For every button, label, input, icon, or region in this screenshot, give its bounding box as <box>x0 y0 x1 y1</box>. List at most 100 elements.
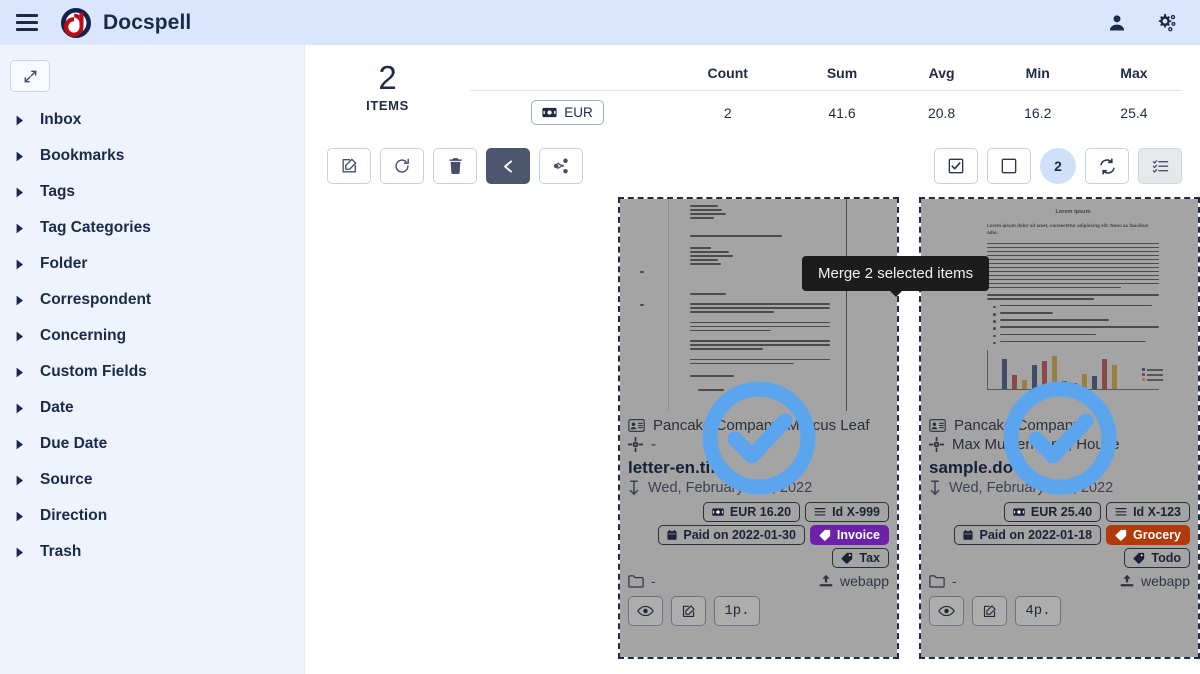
badge-row: Paid on 2022-01-18 Grocery <box>929 525 1190 545</box>
address-card-icon <box>628 418 645 433</box>
item-badge-label: EUR 25.40 <box>1030 505 1093 519</box>
item-badge[interactable]: Paid on 2022-01-30 <box>658 525 805 545</box>
stats-col-count: Count <box>665 61 791 91</box>
sidebar-item-source[interactable]: Source <box>0 462 304 498</box>
tooltip-arrow <box>888 290 903 297</box>
correspondent-row: Pancake Company, Marcus Leaf <box>628 417 889 434</box>
item-badge[interactable]: Todo <box>1124 548 1190 568</box>
item-stats: 2 ITEMS Count Sum Avg Min Max <box>305 45 1200 134</box>
main-content: 2 ITEMS Count Sum Avg Min Max <box>305 45 1200 674</box>
merge-button[interactable] <box>486 148 530 184</box>
select-none-button[interactable] <box>987 148 1031 184</box>
item-badge-label: EUR 16.20 <box>729 505 792 519</box>
brand[interactable]: Docspell <box>60 7 191 39</box>
chevron-right-icon <box>12 115 28 126</box>
page-count[interactable]: 4p. <box>1015 596 1061 626</box>
sidebar-item-direction[interactable]: Direction <box>0 498 304 534</box>
correspondent-row: Pancake Company <box>929 417 1190 434</box>
sidebar-item-trash[interactable]: Trash <box>0 534 304 570</box>
badge-row: Tax <box>628 548 889 568</box>
card-body: Pancake Company Max Mustermann, House sa… <box>921 411 1198 657</box>
item-toolbar: 2 <box>305 140 1200 184</box>
sidebar-item-folder[interactable]: Folder <box>0 246 304 282</box>
docspell-logo <box>60 7 92 39</box>
reprocess-button[interactable] <box>380 148 424 184</box>
selected-count-badge[interactable]: 2 <box>1040 148 1076 184</box>
item-badge[interactable]: Tax <box>832 548 889 568</box>
folder-label: - <box>651 573 656 589</box>
refresh-button[interactable] <box>1085 148 1129 184</box>
folder-label: - <box>952 573 957 589</box>
source-info: webapp <box>1120 573 1190 589</box>
chevron-right-icon <box>12 439 28 450</box>
sidebar-item-bookmarks[interactable]: Bookmarks <box>0 138 304 174</box>
chevron-right-icon <box>12 223 28 234</box>
sidebar-item-label: Date <box>40 399 74 416</box>
sidebar: Inbox Bookmarks Tags Tag Categories Fold… <box>0 45 305 674</box>
sidebar-item-label: Direction <box>40 507 108 524</box>
item-badge[interactable]: Paid on 2022-01-18 <box>954 525 1102 545</box>
sidebar-item-label: Folder <box>40 255 88 272</box>
preview-button[interactable] <box>628 596 663 626</box>
stats-value-max: 25.4 <box>1120 104 1148 121</box>
stats-currency-header <box>470 61 665 91</box>
preview-button[interactable] <box>929 596 964 626</box>
card-title[interactable]: letter-en.tiff <box>628 458 722 477</box>
sidebar-item-custom-fields[interactable]: Custom Fields <box>0 354 304 390</box>
share-button[interactable] <box>539 148 583 184</box>
sidebar-item-due-date[interactable]: Due Date <box>0 426 304 462</box>
calendar-icon <box>963 529 974 541</box>
card-date-label: Wed, February 2nd, 2022 <box>648 480 813 496</box>
list-view-button[interactable] <box>1138 148 1182 184</box>
sidebar-item-concerning[interactable]: Concerning <box>0 318 304 354</box>
user-icon[interactable] <box>1106 12 1128 34</box>
item-badge-label: Paid on 2022-01-18 <box>979 528 1093 542</box>
item-badge-label: Grocery <box>1133 528 1181 542</box>
hamburger-icon[interactable] <box>16 14 38 31</box>
sidebar-item-label: Trash <box>40 543 82 560</box>
item-badge[interactable]: Id X-999 <box>805 502 889 522</box>
table-row: EUR 2 41.6 20.8 16.2 25.4 <box>470 91 1182 135</box>
concerning-label: - <box>651 436 656 453</box>
chevron-right-icon <box>12 151 28 162</box>
edit-item-button[interactable] <box>671 596 706 626</box>
sidebar-collapse-button[interactable] <box>10 60 50 92</box>
item-badge[interactable]: Invoice <box>809 525 889 545</box>
stats-currency-cell: EUR <box>470 91 665 135</box>
chevron-right-icon <box>12 475 28 486</box>
delete-button[interactable] <box>433 148 477 184</box>
document-preview[interactable] <box>620 199 897 411</box>
folder-info: - <box>929 573 957 589</box>
sidebar-item-tags[interactable]: Tags <box>0 174 304 210</box>
tag-icon <box>819 529 831 541</box>
card-date-label: Wed, February 2nd, 2022 <box>949 480 1114 496</box>
money-bill-icon <box>712 508 724 516</box>
sidebar-item-inbox[interactable]: Inbox <box>0 102 304 138</box>
sidebar-item-correspondent[interactable]: Correspondent <box>0 282 304 318</box>
card-date-row: Wed, February 2nd, 2022 <box>628 480 889 496</box>
sidebar-nav: Inbox Bookmarks Tags Tag Categories Fold… <box>0 102 304 570</box>
tag-icon <box>1115 529 1127 541</box>
item-badge[interactable]: Id X-123 <box>1106 502 1190 522</box>
app-title: Docspell <box>103 10 192 34</box>
item-badge[interactable]: EUR 16.20 <box>702 502 801 522</box>
stats-col-avg: Avg <box>893 61 990 91</box>
badge-row: EUR 25.40 Id X-123 <box>929 502 1190 522</box>
currency-badge[interactable]: EUR <box>531 100 604 125</box>
cogs-icon[interactable] <box>1156 12 1178 34</box>
stats-col-sum: Sum <box>790 61 894 91</box>
edit-button[interactable] <box>327 148 371 184</box>
sidebar-item-date[interactable]: Date <box>0 390 304 426</box>
select-all-button[interactable] <box>934 148 978 184</box>
item-badge[interactable]: Grocery <box>1106 525 1190 545</box>
item-count-number: 2 <box>378 59 397 96</box>
sidebar-item-tag-categories[interactable]: Tag Categories <box>0 210 304 246</box>
document-preview[interactable]: Lorem ipsum Lorem ipsum dolor sit amet, … <box>921 199 1198 411</box>
item-card-list: Pancake Company, Marcus Leaf - letter-en… <box>305 184 1200 659</box>
page-count[interactable]: 1p. <box>714 596 760 626</box>
arrow-down-icon <box>929 480 941 496</box>
card-title[interactable]: sample.doc <box>929 458 1023 477</box>
item-badge-label: Todo <box>1151 551 1181 565</box>
edit-item-button[interactable] <box>972 596 1007 626</box>
item-badge[interactable]: EUR 25.40 <box>1003 502 1102 522</box>
